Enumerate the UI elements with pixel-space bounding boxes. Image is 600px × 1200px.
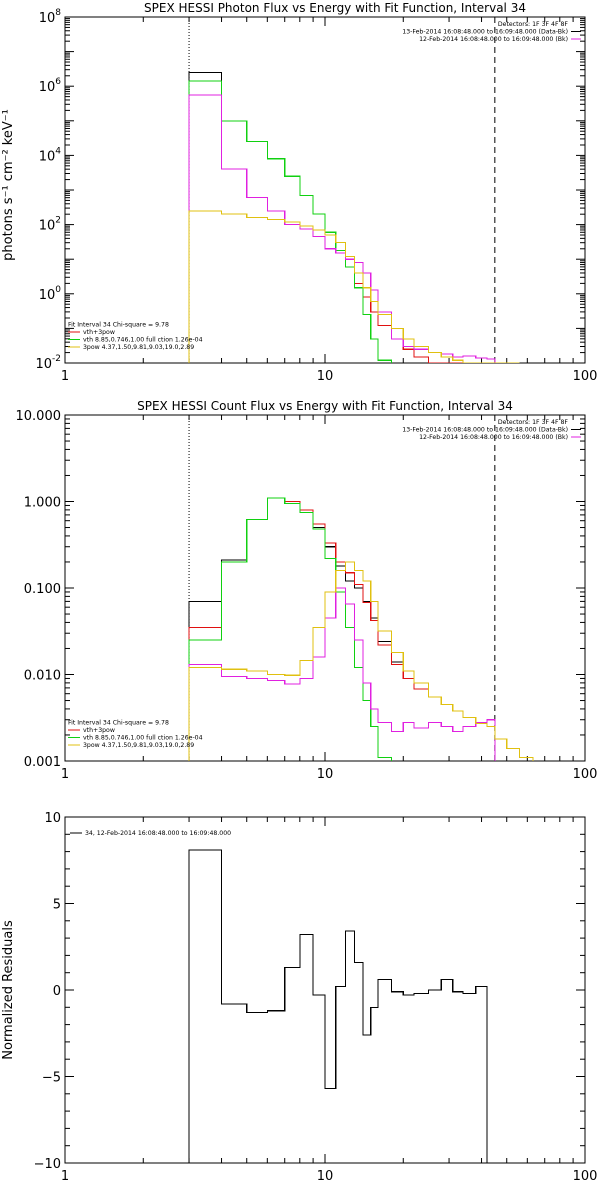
fit-legend-item-label: 3pow 4.37,1.50,9.81,9.03,19.0,2.89 xyxy=(83,742,194,749)
residuals-panel: Normalized Residuals 1 10 100 10 5 0 −5 −10 34, … xyxy=(1,811,597,1184)
series-line-2 xyxy=(188,80,392,363)
y-tick-label: 104 xyxy=(39,146,62,164)
photon-flux-panel: SPEX HESSI Photon Flux vs Energy with Fi… xyxy=(1,1,597,384)
y-tick-label: −5 xyxy=(42,1071,61,1086)
series-line-0 xyxy=(188,849,488,1163)
x-tick-label: 1 xyxy=(61,1169,69,1184)
y-tick-label: 10-2 xyxy=(35,354,61,372)
residual-legend-item-label: 34, 12-Feb-2014 16:08:48.000 to 16:09:48… xyxy=(85,830,231,837)
count-flux-panel: SPEX HESSI Count Flux vs Energy with Fit… xyxy=(16,399,598,782)
y-tick-label: 0.010 xyxy=(24,669,61,684)
legend-item-label: 13-Feb-2014 16:08:48.000 to 16:09:48.000… xyxy=(402,29,568,36)
series-line-3 xyxy=(188,94,496,363)
y-tick-label: 10.000 xyxy=(16,409,62,424)
y-axis-label: Normalized Residuals xyxy=(1,920,16,1060)
series-line-4 xyxy=(188,561,534,761)
y-tick-label: 108 xyxy=(39,8,62,26)
x-tick-label: 100 xyxy=(573,1169,598,1184)
plot-area: 1 10 100 10.000 1.000 0.100 0.010 0.001 Detector… xyxy=(16,409,598,782)
y-tick-label: 0.001 xyxy=(24,755,61,770)
x-tick-label: 100 xyxy=(573,369,598,384)
x-tick-label: 10 xyxy=(317,767,334,782)
y-tick-label: 106 xyxy=(39,77,62,95)
legend-item-label: 13-Feb-2014 16:08:48.000 to 16:09:48.000… xyxy=(402,427,568,434)
y-tick-label: 0 xyxy=(53,984,61,999)
y-tick-label: 100 xyxy=(39,285,62,303)
chart-title: SPEX HESSI Count Flux vs Energy with Fit… xyxy=(137,399,513,413)
fit-legend-item-label: vth 8.85,0.746,1.00 full ction 1.26e-04 xyxy=(83,735,203,742)
plot-area: 1 10 100 108 106 104 102 100 10-2 Detectors: 1F 3… xyxy=(35,8,597,384)
y-tick-label: 10 xyxy=(44,811,61,826)
x-tick-label: 100 xyxy=(573,767,598,782)
chart-title: SPEX HESSI Photon Flux vs Energy with Fi… xyxy=(144,1,526,15)
x-tick-label: 10 xyxy=(317,369,334,384)
fit-legend-item-label: vth+3pow xyxy=(83,329,115,336)
legend-item-label: Detectors: 1F 3F 4F 8F xyxy=(498,21,569,28)
x-tick-label: 1 xyxy=(61,369,69,384)
plot-area: 1 10 100 10 5 0 −5 −10 34, 12-Feb-2014 16:08:48.… xyxy=(34,811,598,1184)
fit-legend-item-label: 3pow 4.37,1.50,9.81,9.03,19.0,2.89 xyxy=(83,344,194,351)
fit-legend-item-label: Fit Interval 34 Chi-square = 9.78 xyxy=(68,720,169,727)
y-tick-label: 1.000 xyxy=(24,496,61,511)
legend-item-label: 12-Feb-2014 16:08:48.000 to 16:09:48.000… xyxy=(419,434,568,441)
series-line-3 xyxy=(188,587,496,761)
legend-item-label: 12-Feb-2014 16:08:48.000 to 16:09:48.000… xyxy=(419,36,568,43)
fit-legend-item-label: Fit Interval 34 Chi-square = 9.78 xyxy=(68,322,169,329)
x-tick-label: 1 xyxy=(61,767,69,782)
series-line-4 xyxy=(188,210,520,363)
y-tick-label: −10 xyxy=(34,1157,61,1172)
y-tick-label: 102 xyxy=(39,216,61,234)
fit-legend-item-label: vth 8.85,0.746,1.00 full ction 1.26e-04 xyxy=(83,337,203,344)
legend-item-label: Detectors: 1F 3F 4F 8F xyxy=(498,419,569,426)
y-tick-label: 0.100 xyxy=(24,582,61,597)
fit-legend-item-label: vth+3pow xyxy=(83,727,115,734)
x-tick-label: 10 xyxy=(317,1169,334,1184)
y-tick-label: 5 xyxy=(53,898,61,913)
y-axis-label: photons s⁻¹ cm⁻² keV⁻¹ xyxy=(1,109,16,261)
